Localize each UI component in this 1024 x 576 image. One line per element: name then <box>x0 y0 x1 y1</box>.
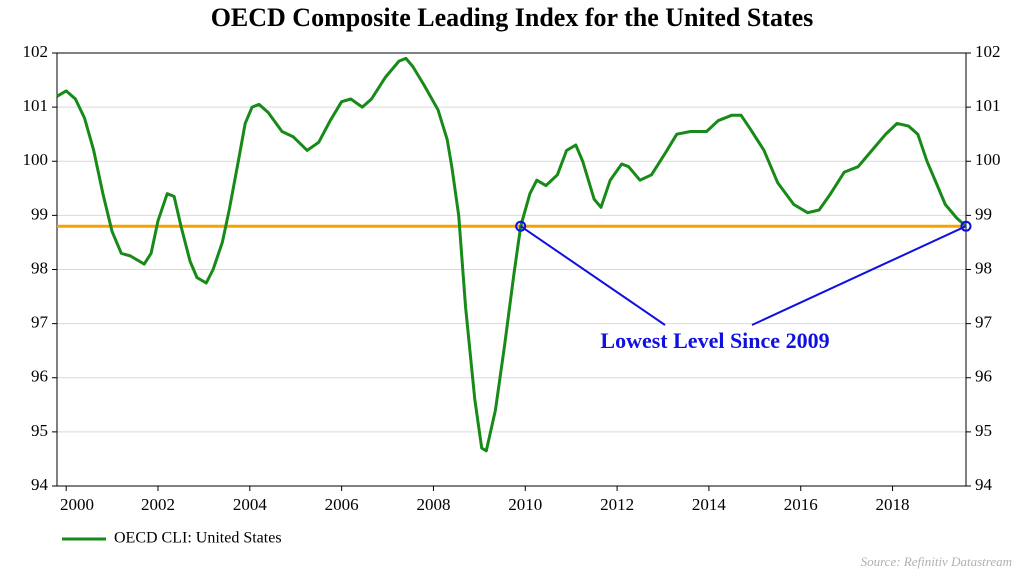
x-tick-label: 2012 <box>600 495 634 514</box>
y2-tick-label: 95 <box>975 421 992 440</box>
y-tick-label: 94 <box>31 475 49 494</box>
y-tick-label: 101 <box>23 96 49 115</box>
y2-tick-label: 100 <box>975 150 1001 169</box>
y2-tick-label: 101 <box>975 96 1001 115</box>
source-note: Source: Refinitiv Datastream <box>861 554 1012 569</box>
x-tick-label: 2002 <box>141 495 175 514</box>
annotation-marker <box>960 220 972 232</box>
annotation-arrow <box>520 225 666 326</box>
x-tick-label: 2006 <box>325 495 359 514</box>
series-line <box>56 56 967 453</box>
chart-title: OECD Composite Leading Index for the Uni… <box>211 3 814 32</box>
y2-tick-label: 99 <box>975 204 992 223</box>
x-tick-label: 2008 <box>416 495 450 514</box>
legend-label: OECD CLI: United States <box>114 530 282 547</box>
annotation-arrow <box>751 225 967 326</box>
y-tick-label: 95 <box>31 421 48 440</box>
y2-tick-label: 102 <box>975 42 1001 61</box>
x-tick-label: 2018 <box>876 495 910 514</box>
y2-tick-label: 97 <box>975 313 993 332</box>
x-tick-label: 2010 <box>508 495 542 514</box>
y-tick-label: 96 <box>31 367 48 386</box>
x-tick-label: 2000 <box>60 495 94 514</box>
y2-tick-label: 94 <box>975 475 993 494</box>
annotation-marker <box>515 220 527 232</box>
x-tick-label: 2014 <box>692 495 727 514</box>
y-tick-label: 100 <box>23 150 49 169</box>
y2-tick-label: 96 <box>975 367 992 386</box>
y-tick-label: 97 <box>31 313 49 332</box>
annotation-text: Lowest Level Since 2009 <box>600 328 829 353</box>
plot-frame <box>56 52 967 487</box>
x-tick-label: 2016 <box>784 495 818 514</box>
x-tick-label: 2004 <box>233 495 268 514</box>
y-tick-label: 98 <box>31 258 48 277</box>
y-tick-label: 102 <box>23 42 49 61</box>
y2-tick-label: 98 <box>975 258 992 277</box>
y-tick-label: 99 <box>31 204 48 223</box>
